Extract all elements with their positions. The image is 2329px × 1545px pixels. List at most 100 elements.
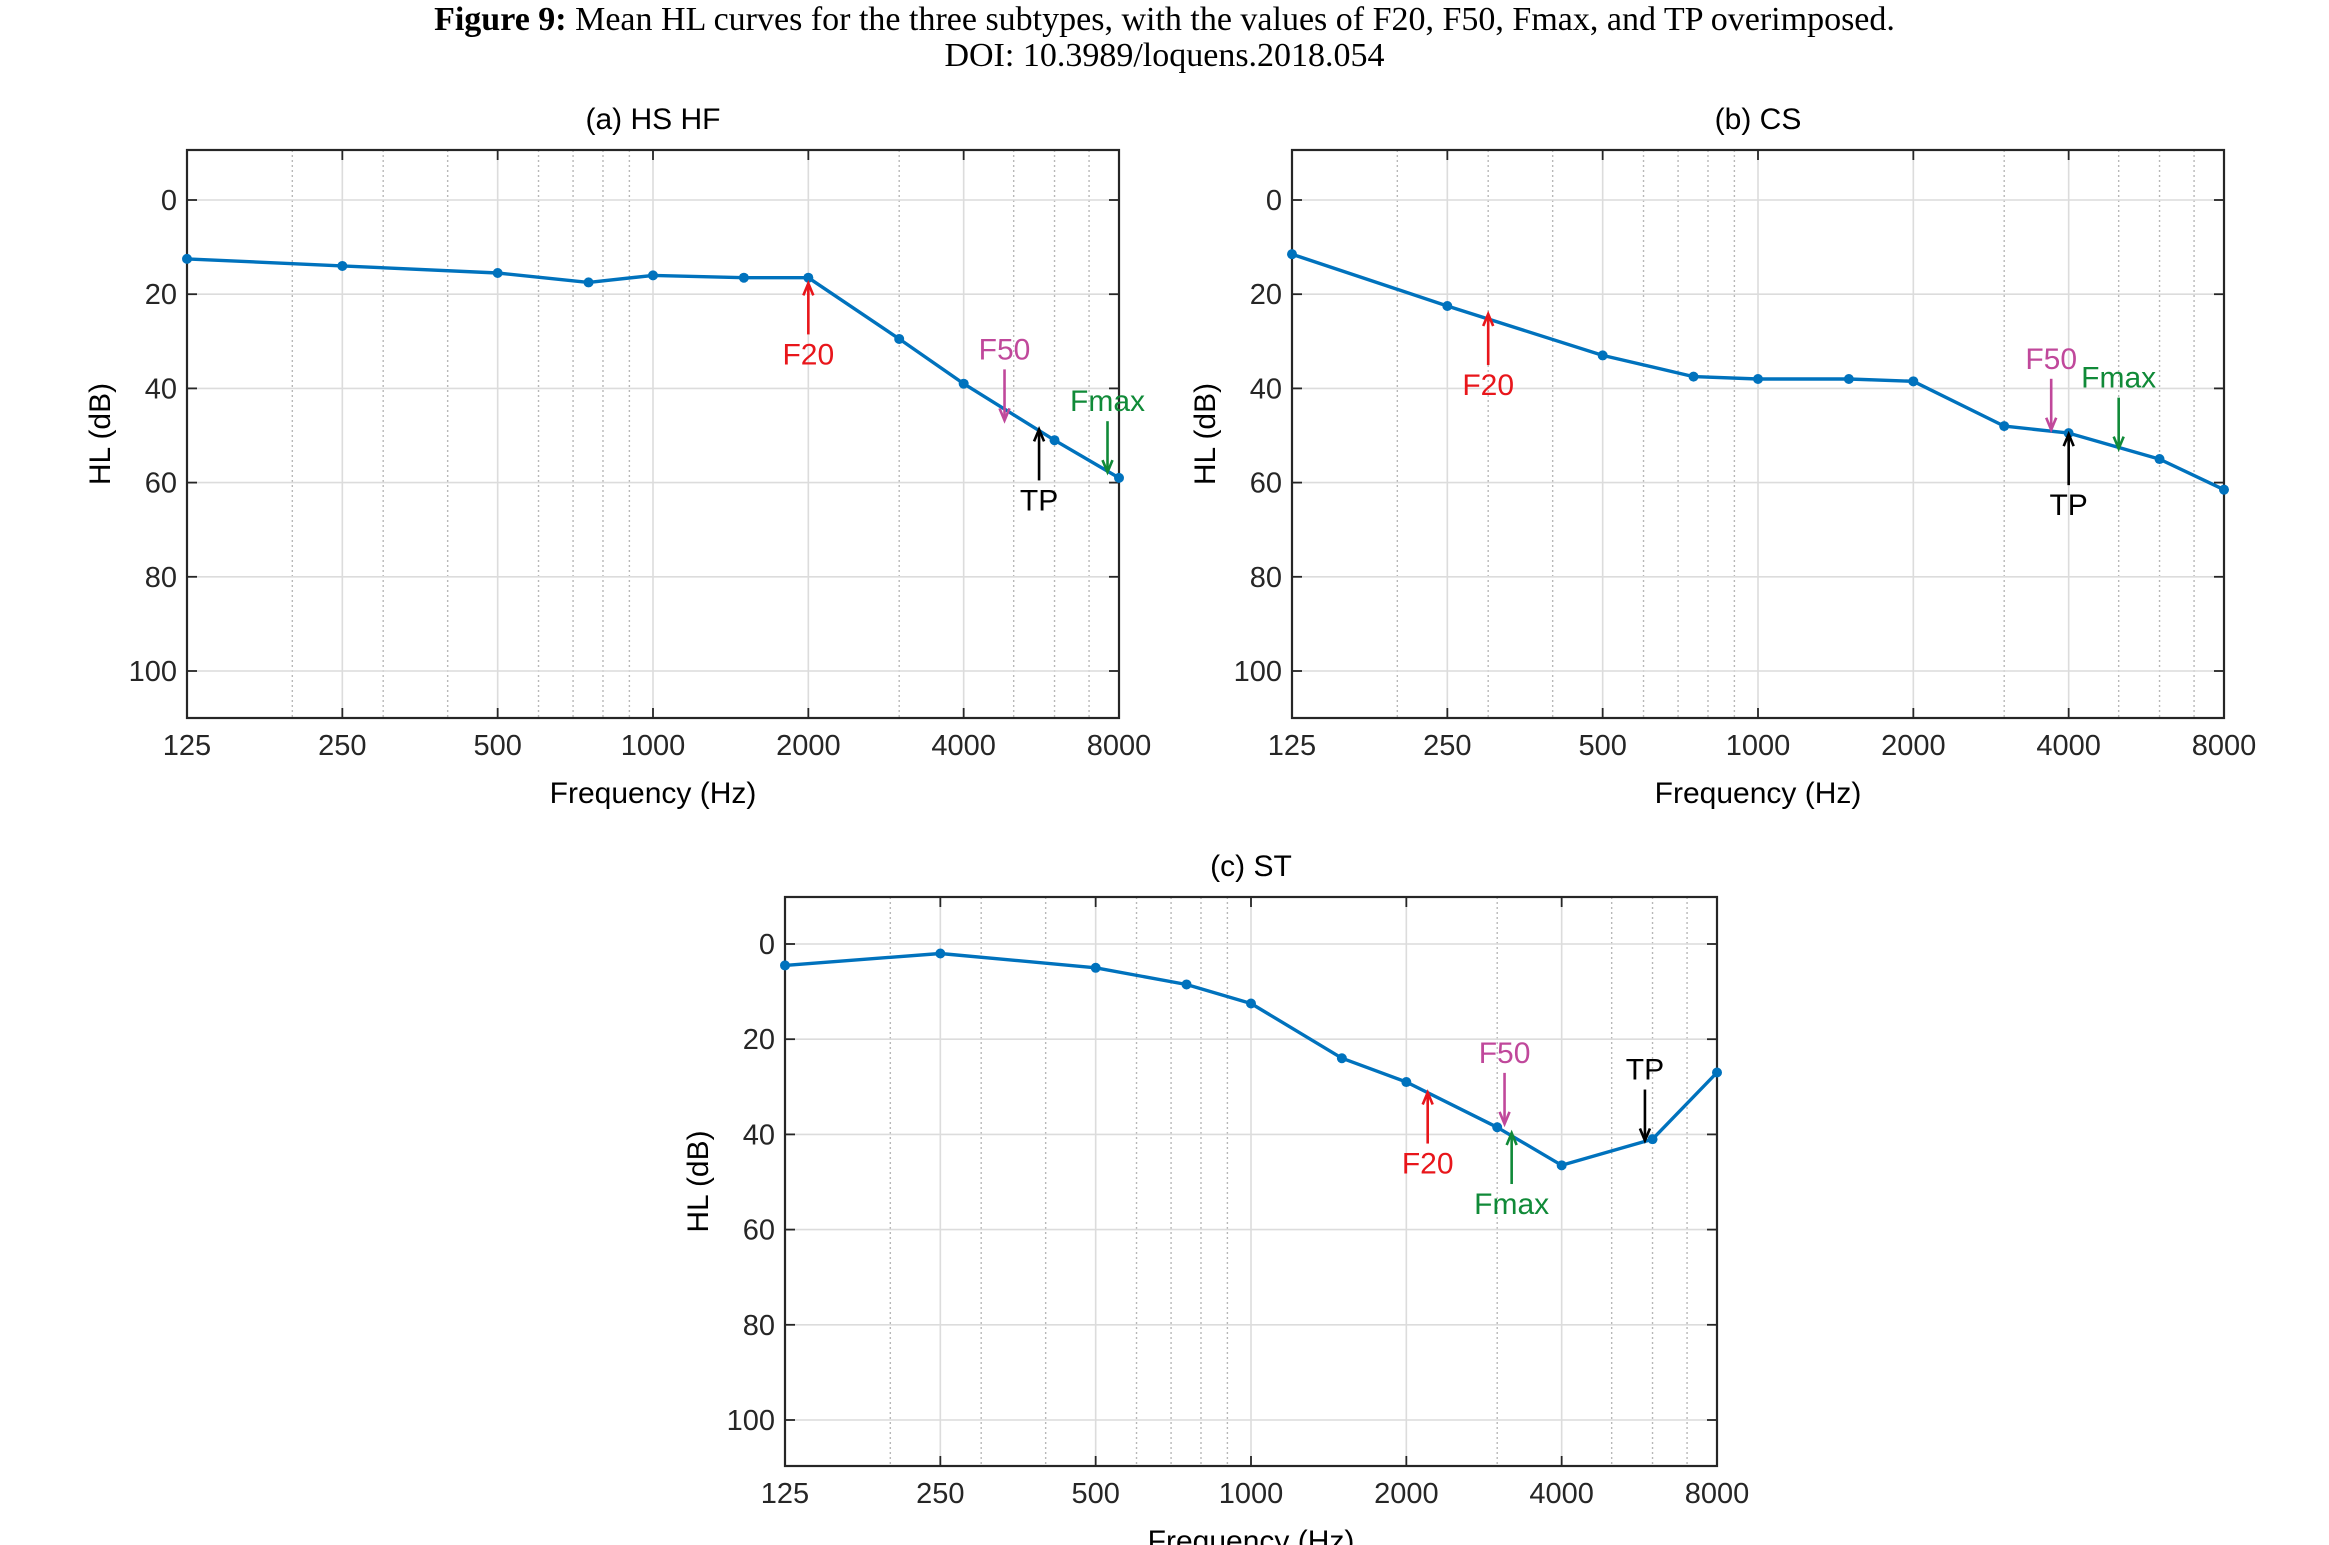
annotation-label: F20 (782, 338, 834, 371)
annotation-fmax: Fmax (2081, 362, 2156, 453)
annotation-fmax: Fmax (1474, 1129, 1549, 1221)
data-point (958, 378, 969, 389)
x-axis-label: Frequency (Hz) (1148, 1525, 1355, 1545)
figure-caption: Figure 9: Mean HL curves for the three s… (0, 2, 2329, 38)
y-tick-label: 60 (1250, 468, 1282, 500)
y-tick-label: 40 (145, 373, 177, 405)
y-tick-label: 80 (145, 562, 177, 594)
data-point (583, 277, 594, 288)
annotation-arrow-head (1421, 1089, 1434, 1106)
x-tick-label: 8000 (2192, 730, 2257, 762)
annotation-f20: F20 (782, 280, 834, 371)
annotation-tp: TP (1626, 1054, 1664, 1144)
data-point (337, 260, 348, 271)
annotation-arrow-head (1498, 1111, 1511, 1128)
annotation-label: TP (2049, 489, 2087, 522)
annotation-f50: F50 (1479, 1037, 1531, 1128)
x-tick-label: 250 (916, 1478, 964, 1510)
x-tick-label: 500 (1578, 730, 1626, 762)
x-tick-label: 2000 (1374, 1478, 1439, 1510)
chart-title: (b) CS (1715, 103, 1802, 136)
y-tick-label: 0 (1266, 185, 1282, 217)
chart-panel-3: 125 250 500 1000 2000 4000 8000 0 20 40 60 80 100 (c)… (682, 850, 1749, 1545)
data-point (1843, 373, 1854, 384)
data-point (1647, 1134, 1658, 1145)
x-tick-label: 250 (1423, 730, 1471, 762)
chart-title: (c) ST (1210, 850, 1292, 883)
chart-title: (a) HS HF (586, 103, 721, 136)
data-point (1442, 300, 1453, 311)
figure-caption-text: Mean HL curves for the three subtypes, w… (566, 1, 1895, 38)
annotation-label: F20 (1402, 1148, 1454, 1181)
data-point (1597, 350, 1608, 361)
data-point (1908, 376, 1919, 387)
chart-panel-2: 125 250 500 1000 2000 4000 8000 0 20 40 60 80 100 (b)… (1189, 103, 2256, 810)
y-axis-label: HL (dB) (84, 383, 117, 485)
figure-doi: DOI: 10.3989/loquens.2018.054 (944, 37, 1385, 74)
annotation-label: Fmax (2081, 362, 2156, 395)
data-point (1287, 249, 1297, 260)
annotation-arrow-head (802, 280, 815, 296)
data-point (1753, 373, 1763, 384)
annotation-arrow-head (2112, 436, 2125, 453)
x-tick-label: 2000 (776, 730, 841, 762)
x-tick-label: 125 (761, 1478, 809, 1510)
y-tick-label: 80 (743, 1310, 775, 1342)
y-tick-label: 20 (1250, 279, 1282, 311)
data-point (1999, 421, 2010, 432)
x-tick-label: 4000 (1529, 1478, 1594, 1510)
annotation-label: F50 (979, 333, 1031, 366)
annotation-arrow-head (998, 407, 1011, 424)
y-tick-label: 40 (1250, 373, 1282, 405)
data-point (2154, 454, 2165, 465)
annotation-label: F50 (2025, 343, 2077, 376)
annotation-f20: F20 (1402, 1089, 1454, 1181)
annotation-arrow-head (1032, 426, 1046, 442)
annotation-arrow-head (1101, 459, 1114, 476)
x-axis-label: Frequency (Hz) (550, 777, 757, 810)
annotation-arrow-head (2062, 430, 2075, 447)
data-point (2219, 484, 2229, 495)
data-point (1181, 979, 1192, 990)
x-tick-label: 1000 (621, 730, 686, 762)
x-tick-label: 8000 (1087, 730, 1152, 762)
data-point (1712, 1067, 1722, 1078)
y-tick-label: 100 (129, 656, 177, 688)
annotation-arrow-head (1638, 1128, 1652, 1144)
x-axis-label: Frequency (Hz) (1655, 777, 1862, 810)
data-point (1336, 1053, 1347, 1064)
x-tick-label: 125 (163, 730, 211, 762)
y-tick-label: 100 (727, 1405, 775, 1437)
annotation-label: TP (1020, 484, 1058, 517)
x-tick-label: 500 (1071, 1478, 1119, 1510)
data-point (894, 333, 905, 344)
data-point (780, 960, 790, 971)
x-tick-label: 2000 (1881, 730, 1946, 762)
data-point (935, 948, 946, 959)
data-point (1114, 472, 1124, 483)
y-tick-label: 40 (743, 1119, 775, 1151)
x-tick-label: 500 (473, 730, 521, 762)
y-tick-label: 0 (161, 185, 177, 217)
data-point (1556, 1160, 1567, 1171)
y-axis-label: HL (dB) (1189, 383, 1222, 485)
y-tick-label: 60 (743, 1215, 775, 1247)
figure-label: Figure 9: (434, 1, 567, 38)
annotation-label: F50 (1479, 1037, 1531, 1070)
annotation-tp: TP (2049, 430, 2088, 522)
data-point (1492, 1122, 1503, 1133)
annotation-fmax: Fmax (1070, 385, 1145, 476)
data-point (738, 272, 749, 283)
y-tick-label: 100 (1234, 656, 1282, 688)
annotation-arrow-head (1505, 1129, 1518, 1146)
x-tick-label: 4000 (2036, 730, 2101, 762)
x-tick-label: 1000 (1219, 1478, 1284, 1510)
annotation-label: F20 (1462, 369, 1514, 402)
x-tick-label: 1000 (1726, 730, 1791, 762)
data-point (1049, 435, 1060, 446)
data-point (1688, 371, 1699, 382)
x-tick-label: 125 (1268, 730, 1316, 762)
data-point (803, 272, 814, 283)
y-tick-label: 60 (145, 468, 177, 500)
